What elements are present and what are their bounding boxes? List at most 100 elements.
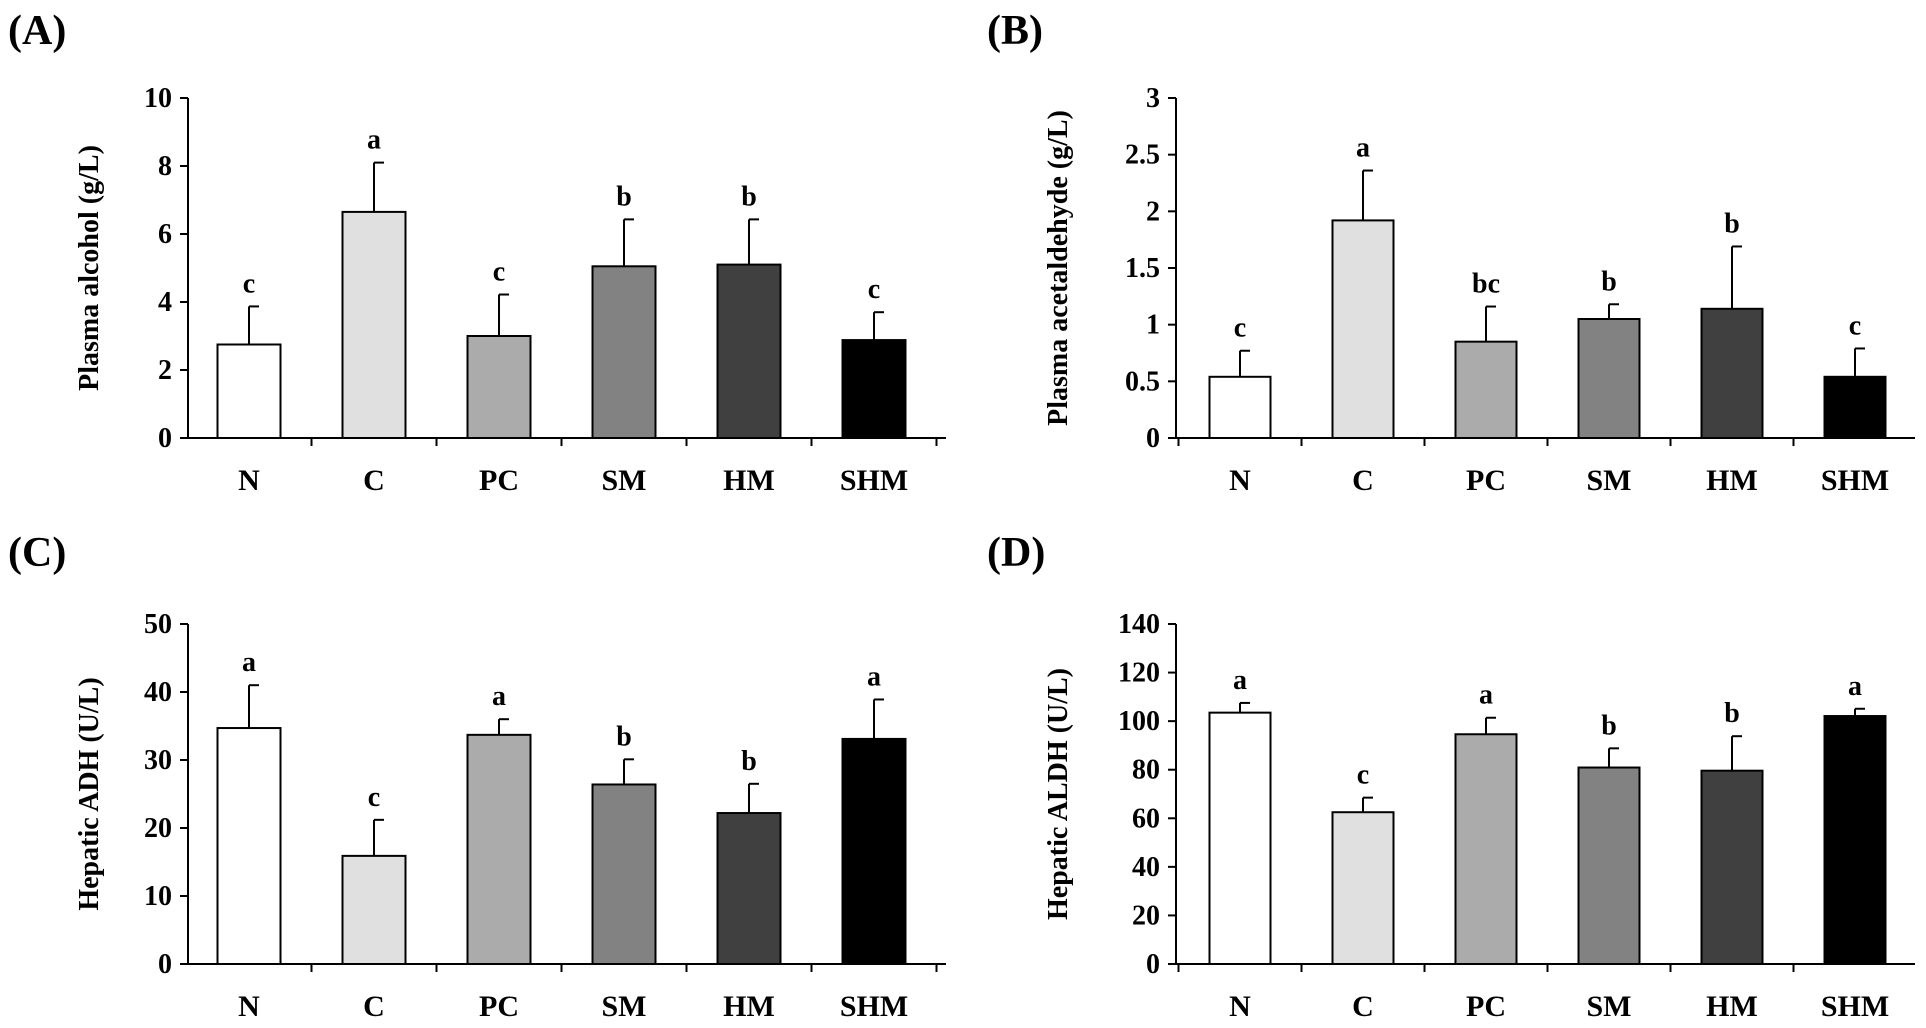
x-tick-label: SM	[1587, 464, 1632, 497]
bar-sm	[591, 265, 657, 439]
y-tick-label: 120	[1118, 658, 1160, 689]
y-tick-label: 0	[158, 949, 172, 980]
x-tick-label: PC	[1466, 990, 1506, 1023]
significance-letter: b	[1724, 698, 1740, 729]
significance-letter: c	[368, 782, 380, 813]
chart-d: 0 20 40 60 80 100 120 140 Hepatic ALDH (U/L) a Nc C…	[1043, 609, 1915, 1023]
y-axis-title: Plasma acetaldehyde (g/L)	[1043, 110, 1074, 426]
x-tick-label: SM	[1587, 990, 1632, 1023]
chart-b: 0 0.5 1 1.5 2 2.5 3 Plasma acetaldehyde (g/L) c N…	[1043, 83, 1915, 497]
significance-letter: b	[741, 746, 757, 777]
bar-n	[216, 727, 282, 965]
y-axis-title: Plasma alcohol (g/L)	[74, 145, 105, 391]
y-tick-label: 4	[158, 287, 172, 318]
bar-shm	[1823, 375, 1887, 439]
bar-sm	[1577, 766, 1641, 965]
x-tick-label: N	[1229, 464, 1251, 497]
panel-label: (B)	[987, 8, 1043, 54]
x-tick-label: SHM	[840, 464, 908, 497]
bar-pc	[466, 733, 532, 965]
significance-letter: c	[493, 257, 505, 288]
panel-label: (A)	[8, 8, 67, 54]
y-tick-label: 10	[144, 881, 172, 912]
y-tick-label: 30	[144, 745, 172, 776]
y-axis-title: Hepatic ALDH (U/L)	[1043, 668, 1074, 920]
significance-letter: c	[1849, 310, 1861, 341]
y-tick-label: 8	[158, 151, 172, 182]
panel-d: (D) 0 20 40 60 80 100 120 140 Hepatic ALDH (U/L)…	[985, 526, 1926, 1028]
x-tick-label: C	[363, 464, 385, 497]
x-tick-label: N	[238, 464, 260, 497]
bar-pc	[1454, 340, 1518, 439]
bar-n	[1208, 711, 1272, 965]
significance-letter: a	[492, 681, 506, 712]
x-tick-label: SHM	[840, 990, 908, 1023]
bar-sm	[1577, 318, 1641, 439]
bar-shm	[841, 339, 907, 439]
y-tick-label: 1	[1146, 310, 1160, 341]
y-axis-title: Hepatic ADH (U/L)	[74, 677, 105, 910]
x-tick-label: PC	[479, 990, 519, 1023]
panel-b: (B) 0 0.5 1 1.5 2 2.5 3 Plasma acetaldehyde (g/…	[985, 0, 1926, 514]
bar-shm	[1823, 715, 1887, 965]
y-tick-label: 20	[1132, 900, 1160, 931]
y-tick-label: 50	[144, 609, 172, 640]
significance-letter: c	[1234, 313, 1246, 344]
x-tick-label: HM	[1706, 990, 1758, 1023]
y-tick-label: 20	[144, 813, 172, 844]
x-tick-label: HM	[723, 990, 775, 1023]
significance-letter: c	[868, 274, 880, 305]
bar-pc	[466, 335, 532, 439]
y-tick-label: 0.5	[1125, 366, 1160, 397]
bar-c	[341, 854, 407, 966]
x-tick-label: SM	[602, 990, 647, 1023]
significance-letter: b	[1601, 266, 1617, 297]
significance-letter: a	[242, 647, 256, 678]
y-tick-label: 80	[1132, 755, 1160, 786]
panel-label: (D)	[987, 530, 1046, 576]
y-tick-label: 6	[158, 219, 172, 250]
significance-letter: b	[741, 181, 757, 212]
bar-hm	[1700, 769, 1764, 965]
bar-sm	[591, 783, 657, 966]
x-tick-label: SHM	[1821, 464, 1889, 497]
y-tick-label: 2	[158, 355, 172, 386]
chart-a: 0 2 4 6 8 10 Plasma alcohol (g/L) c Na Cc PC b SM b HM…	[74, 83, 946, 497]
y-tick-label: 0	[1146, 949, 1160, 980]
significance-letter: b	[1724, 208, 1740, 239]
significance-letter: b	[1601, 710, 1617, 741]
y-tick-label: 0	[158, 423, 172, 454]
significance-letter: bc	[1472, 269, 1500, 300]
y-tick-label: 1.5	[1125, 253, 1160, 284]
bar-hm	[716, 263, 782, 439]
x-tick-label: C	[1352, 464, 1374, 497]
y-tick-label: 100	[1118, 706, 1160, 737]
x-tick-label: HM	[723, 464, 775, 497]
x-tick-label: C	[363, 990, 385, 1023]
y-tick-label: 2	[1146, 196, 1160, 227]
bar-c	[341, 210, 407, 439]
significance-letter: a	[1233, 665, 1247, 696]
significance-letter: a	[1848, 671, 1862, 702]
bar-hm	[716, 812, 782, 966]
significance-letter: b	[616, 721, 632, 752]
chart-c: 0 10 20 30 40 50 Hepatic ADH (U/L) a Nc Ca PC b SM b H…	[74, 609, 946, 1023]
bar-hm	[1700, 307, 1764, 439]
significance-letter: a	[1479, 680, 1493, 711]
significance-letter: a	[867, 661, 881, 692]
y-tick-label: 40	[144, 677, 172, 708]
x-tick-label: SHM	[1821, 990, 1889, 1023]
x-tick-label: HM	[1706, 464, 1758, 497]
bar-n	[1208, 375, 1272, 439]
x-tick-label: SM	[602, 464, 647, 497]
bar-shm	[841, 737, 907, 965]
significance-letter: a	[367, 125, 381, 156]
y-tick-label: 40	[1132, 852, 1160, 883]
significance-letter: a	[1356, 133, 1370, 164]
y-tick-label: 2.5	[1125, 140, 1160, 171]
x-tick-label: N	[1229, 990, 1251, 1023]
significance-letter: b	[616, 181, 632, 212]
